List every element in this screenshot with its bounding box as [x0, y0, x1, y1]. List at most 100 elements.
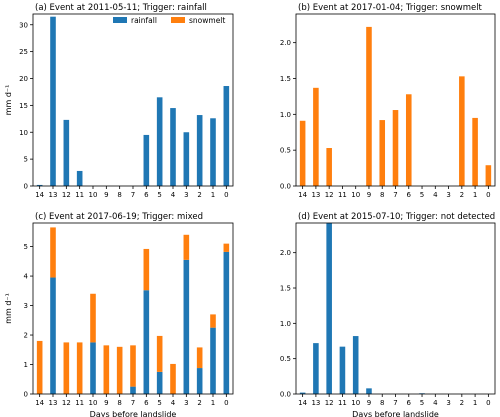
y-tick-label: 0.0 [280, 391, 291, 399]
bar-rainfall-day-10 [90, 342, 96, 394]
bar-rainfall-day-13 [313, 343, 319, 394]
x-tick-label: 3 [446, 191, 450, 199]
bar-rainfall-day-7 [130, 386, 136, 394]
y-tick-label: 25 [19, 48, 28, 56]
y-tick-label: 1.5 [280, 285, 291, 293]
bar-rainfall-day-2 [196, 115, 203, 186]
y-tick-label: 5 [24, 156, 28, 164]
y-tick-label: 20 [19, 75, 28, 83]
x-tick-label: 13 [49, 191, 58, 199]
y-tick-label: 2.0 [280, 39, 291, 47]
y-tick-label: 3 [24, 302, 28, 310]
bar-snowmelt-day-3 [183, 234, 190, 260]
x-tick-label: 9 [367, 399, 371, 407]
bar-snowmelt-day-0 [485, 165, 492, 186]
x-tick-label: 7 [131, 191, 135, 199]
bar-snowmelt-day-9 [366, 26, 372, 187]
x-tick-label: 0 [486, 399, 490, 407]
bar-rainfall-day-0 [223, 86, 230, 186]
panel-title: (b) Event at 2017-01-04; Trigger: snowme… [298, 3, 483, 13]
bar-snowmelt-day-12 [63, 342, 70, 394]
x-tick-label: 14 [298, 399, 307, 407]
bar-snowmelt-day-4 [170, 363, 176, 394]
x-tick-label: 11 [338, 191, 347, 199]
x-tick-label: 1 [473, 191, 477, 199]
bar-snowmelt-day-8 [116, 346, 123, 394]
x-tick-label: 0 [224, 399, 228, 407]
x-tick-label: 11 [338, 399, 347, 407]
panel-d: 14 13 12 11 10 9 8 7 6 5 4 3 2 1 00.00.51.01.52.0(d) E… [280, 212, 496, 417]
y-tick-label: 0.5 [280, 147, 291, 155]
x-axis-label: Days before landslide [90, 410, 177, 417]
x-tick-label: 9 [367, 191, 371, 199]
x-tick-label: 5 [420, 399, 424, 407]
bar-rainfall-day-2 [196, 368, 203, 394]
bar-snowmelt-day-6 [143, 248, 150, 291]
x-tick-label: 11 [75, 191, 84, 199]
x-tick-label: 10 [89, 191, 98, 199]
bar-snowmelt-day-11 [76, 342, 83, 394]
panel-title: (c) Event at 2017-06-19; Trigger: mixed [35, 212, 203, 222]
x-tick-label: 4 [433, 191, 438, 199]
x-tick-label: 1 [473, 399, 477, 407]
bar-rainfall-day-11 [339, 346, 346, 394]
x-tick-label: 7 [393, 191, 397, 199]
bar-snowmelt-day-10 [90, 293, 96, 343]
bar-rainfall-day-9 [366, 388, 372, 394]
x-tick-label: 2 [460, 191, 464, 199]
bar-rainfall-day-3 [183, 259, 190, 394]
bar-snowmelt-day-6 [405, 94, 412, 186]
x-tick-label: 6 [144, 399, 149, 407]
x-tick-label: 12 [325, 191, 334, 199]
y-tick-label: 4 [24, 273, 29, 281]
bar-snowmelt-day-0 [223, 243, 230, 252]
y-tick-label: 1.0 [280, 320, 291, 328]
x-tick-label: 2 [197, 399, 201, 407]
bar-rainfall-day-12 [326, 223, 332, 394]
y-tick-label: 1.5 [280, 75, 291, 83]
bar-rainfall-day-1 [210, 327, 216, 394]
bar-rainfall-day-5 [156, 97, 163, 186]
bar-snowmelt-day-12 [326, 148, 332, 186]
x-tick-label: 10 [351, 399, 360, 407]
x-tick-label: 14 [35, 191, 44, 199]
x-tick-label: 3 [446, 399, 450, 407]
x-tick-label: 1 [211, 399, 215, 407]
bar-rainfall-day-1 [210, 118, 216, 186]
x-tick-label: 14 [298, 191, 307, 199]
bar-snowmelt-day-1 [210, 314, 216, 328]
bar-rainfall-day-6 [143, 290, 150, 394]
bar-rainfall-day-5 [156, 371, 163, 394]
axes-frame [295, 222, 496, 395]
bar-snowmelt-day-13 [50, 227, 56, 278]
x-tick-label: 12 [62, 191, 71, 199]
x-tick-label: 4 [171, 399, 176, 407]
x-tick-label: 8 [380, 399, 384, 407]
y-tick-label: 1 [24, 361, 28, 369]
bar-snowmelt-day-13 [313, 87, 319, 186]
x-tick-label: 8 [117, 191, 121, 199]
bar-snowmelt-day-14 [299, 120, 306, 186]
bar-rainfall-day-14 [36, 184, 43, 186]
x-tick-label: 0 [224, 191, 228, 199]
y-tick-label: 30 [19, 21, 28, 29]
x-tick-label: 9 [104, 399, 108, 407]
bar-rainfall-day-11 [76, 170, 83, 186]
x-tick-label: 10 [89, 399, 98, 407]
y-tick-label: 10 [19, 129, 28, 137]
y-tick-label: 2.0 [280, 249, 291, 257]
y-tick-label: 15 [19, 102, 28, 110]
legend-label-snowmelt: snowmelt [189, 16, 225, 25]
bar-snowmelt-day-5 [156, 335, 163, 372]
y-tick-label: 2 [24, 332, 28, 340]
x-tick-label: 12 [325, 399, 334, 407]
panel-title: (d) Event at 2015-07-10; Trigger: not de… [298, 212, 495, 222]
x-tick-label: 3 [184, 191, 188, 199]
legend-label-rainfall: rainfall [131, 16, 157, 25]
x-tick-label: 8 [117, 399, 121, 407]
x-tick-label: 8 [380, 191, 384, 199]
bar-snowmelt-day-7 [392, 110, 399, 186]
x-tick-label: 0 [486, 191, 490, 199]
bar-snowmelt-day-2 [459, 76, 465, 186]
